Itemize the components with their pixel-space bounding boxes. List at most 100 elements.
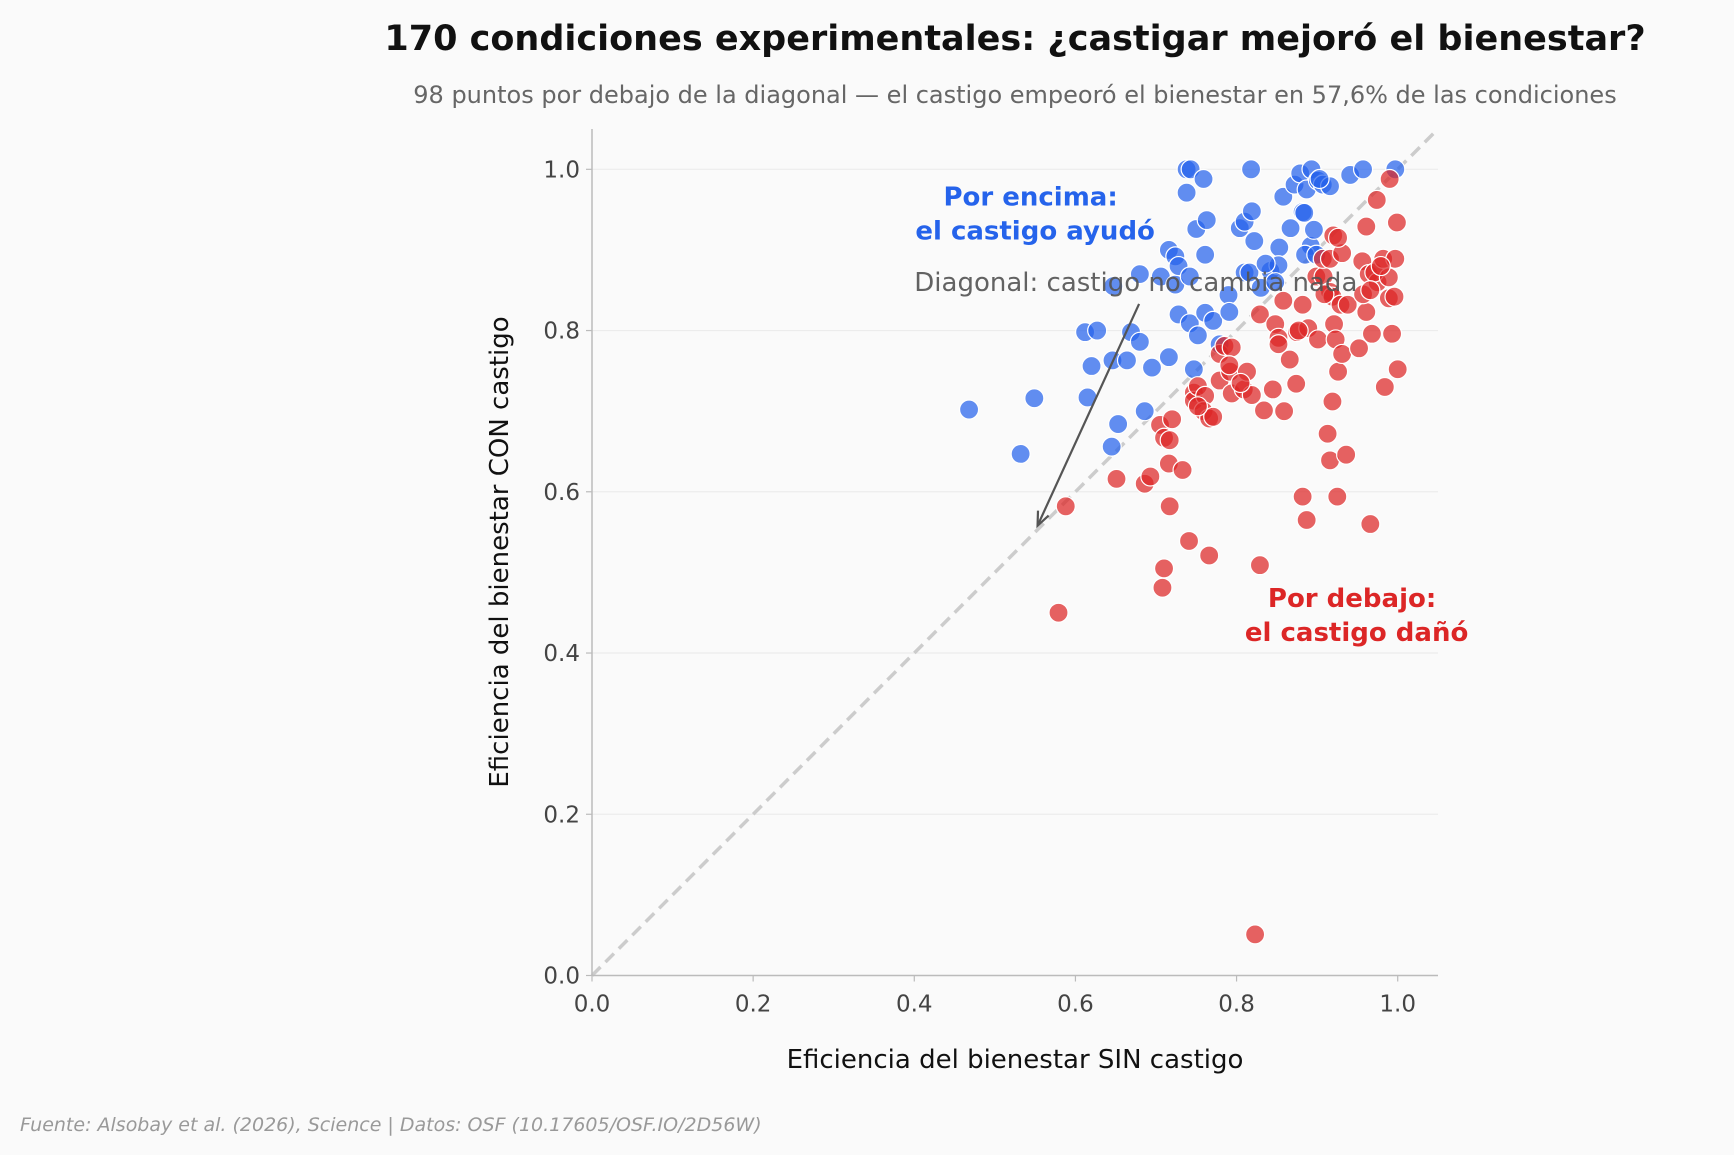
data-point-above	[1294, 202, 1315, 223]
data-point-below	[1253, 400, 1275, 421]
data-point-above	[1255, 253, 1276, 274]
annotation-diagonal: Diagonal: castigo no cambia nada	[914, 268, 1357, 298]
data-point-above	[1241, 201, 1262, 222]
data-point-below	[1262, 379, 1283, 400]
svg-text:Por encima: el castigo a: Por encima: el castigo ayudó	[915, 183, 1155, 247]
data-point-below	[1140, 466, 1161, 487]
x-tick-label: 0.0	[574, 992, 611, 1018]
y-tick-label: 0.6	[543, 480, 580, 506]
data-point-below	[1159, 496, 1180, 517]
tick-labels: 0.0 0.2 0.4 0.6 0.8 1.0 0.0 0.2 0.4 0.6 0.8 1.0	[543, 157, 1416, 1017]
data-point-above	[1087, 320, 1108, 341]
data-point-below	[1366, 189, 1387, 211]
annotation-above-line1: Por encima:	[943, 183, 1117, 213]
data-point-above	[1303, 219, 1325, 240]
data-point-above	[1103, 276, 1124, 297]
data-point-below	[1268, 334, 1289, 355]
data-point-above	[1010, 443, 1031, 464]
data-point-below	[1187, 396, 1208, 417]
annotations: Por encima: el castigo ayudó Por debajo:…	[914, 183, 1468, 648]
data-point-below	[1379, 168, 1400, 190]
data-point-above	[1024, 388, 1045, 409]
data-point-below	[1336, 444, 1357, 465]
data-point-below	[1361, 323, 1383, 344]
data-point-above	[1141, 357, 1163, 378]
data-point-above	[1240, 159, 1262, 180]
data-point-below	[1387, 359, 1408, 380]
data-point-below	[1152, 577, 1173, 598]
data-point-below	[1286, 373, 1307, 394]
data-point-below	[1273, 290, 1294, 311]
data-point-below	[1386, 212, 1408, 233]
annotation-below-line1: Por debajo:	[1268, 584, 1436, 614]
x-tick-label: 0.4	[896, 992, 933, 1018]
data-point-below	[1245, 924, 1266, 945]
y-tick-label: 0.4	[543, 641, 580, 667]
data-point-above	[1176, 182, 1197, 203]
data-point-below	[1296, 509, 1317, 531]
data-point-above	[1187, 325, 1208, 346]
data-point-below	[1230, 372, 1251, 394]
data-point-above	[1195, 244, 1216, 265]
data-point-below	[1356, 216, 1377, 237]
data-point-below	[1279, 349, 1300, 370]
data-point-below	[1203, 406, 1224, 427]
data-point-below	[1172, 459, 1193, 481]
x-tick-label: 1.0	[1379, 992, 1416, 1018]
data-point-below	[1356, 301, 1377, 323]
data-point-below	[1199, 545, 1220, 566]
data-point-above	[1219, 301, 1240, 323]
data-point-below	[1327, 361, 1349, 382]
data-point-above	[1309, 168, 1330, 190]
data-point-above	[1203, 310, 1224, 331]
data-point-above	[1129, 264, 1150, 285]
data-point-above	[1265, 272, 1286, 293]
annotation-arrow	[1036, 303, 1141, 527]
data-point-above	[1280, 218, 1301, 239]
data-point-above	[1158, 347, 1179, 368]
x-axis-label: Eficiencia del bienestar SIN castigo	[787, 1045, 1244, 1075]
x-tick-label: 0.8	[1218, 992, 1255, 1018]
data-point-below	[1360, 513, 1381, 535]
annotation-above-line2: el castigo ayudó	[915, 217, 1155, 247]
chart-title: 170 condiciones experimentales: ¿castiga…	[384, 19, 1645, 59]
data-point-below	[1249, 555, 1271, 576]
data-point-above	[1269, 237, 1290, 258]
y-tick-label: 0.2	[543, 802, 580, 828]
data-point-above	[1244, 230, 1265, 252]
data-point-below	[1322, 391, 1343, 412]
data-point-below	[1162, 409, 1183, 430]
data-point-above	[1352, 159, 1374, 180]
data-point-below	[1384, 286, 1405, 307]
data-point-below	[1055, 496, 1076, 517]
data-points	[958, 159, 1408, 945]
y-tick-label: 0.8	[543, 319, 580, 345]
data-point-above	[958, 399, 980, 420]
chart-subtitle: 98 puntos por debajo de la diagonal — el…	[413, 81, 1616, 109]
data-point-above	[1183, 359, 1204, 380]
y-axis-label: Eficiencia del bienestar CON castigo	[485, 316, 515, 787]
data-point-below	[1314, 284, 1335, 305]
data-point-below	[1327, 486, 1348, 507]
data-point-below	[1178, 530, 1200, 552]
data-point-below	[1159, 430, 1180, 451]
data-point-below	[1327, 227, 1349, 248]
data-point-below	[1374, 376, 1395, 398]
data-point-below	[1360, 280, 1381, 301]
source-note: Fuente: Alsobay et al. (2026), Science |…	[20, 1114, 762, 1136]
data-point-above	[1129, 331, 1150, 352]
data-point-below	[1381, 323, 1403, 344]
data-point-below	[1221, 337, 1242, 358]
data-point-below	[1348, 338, 1370, 359]
data-point-below	[1106, 468, 1127, 489]
data-point-above	[1193, 168, 1214, 190]
data-point-below	[1292, 486, 1313, 507]
data-point-below	[1292, 294, 1313, 315]
data-point-below	[1249, 304, 1271, 325]
diagonal-line	[590, 127, 1440, 977]
data-point-below	[1219, 355, 1240, 376]
y-tick-label: 1.0	[543, 157, 580, 183]
svg-text:Por debajo: el castigo d: Por debajo: el castigo dañó	[1245, 584, 1468, 648]
